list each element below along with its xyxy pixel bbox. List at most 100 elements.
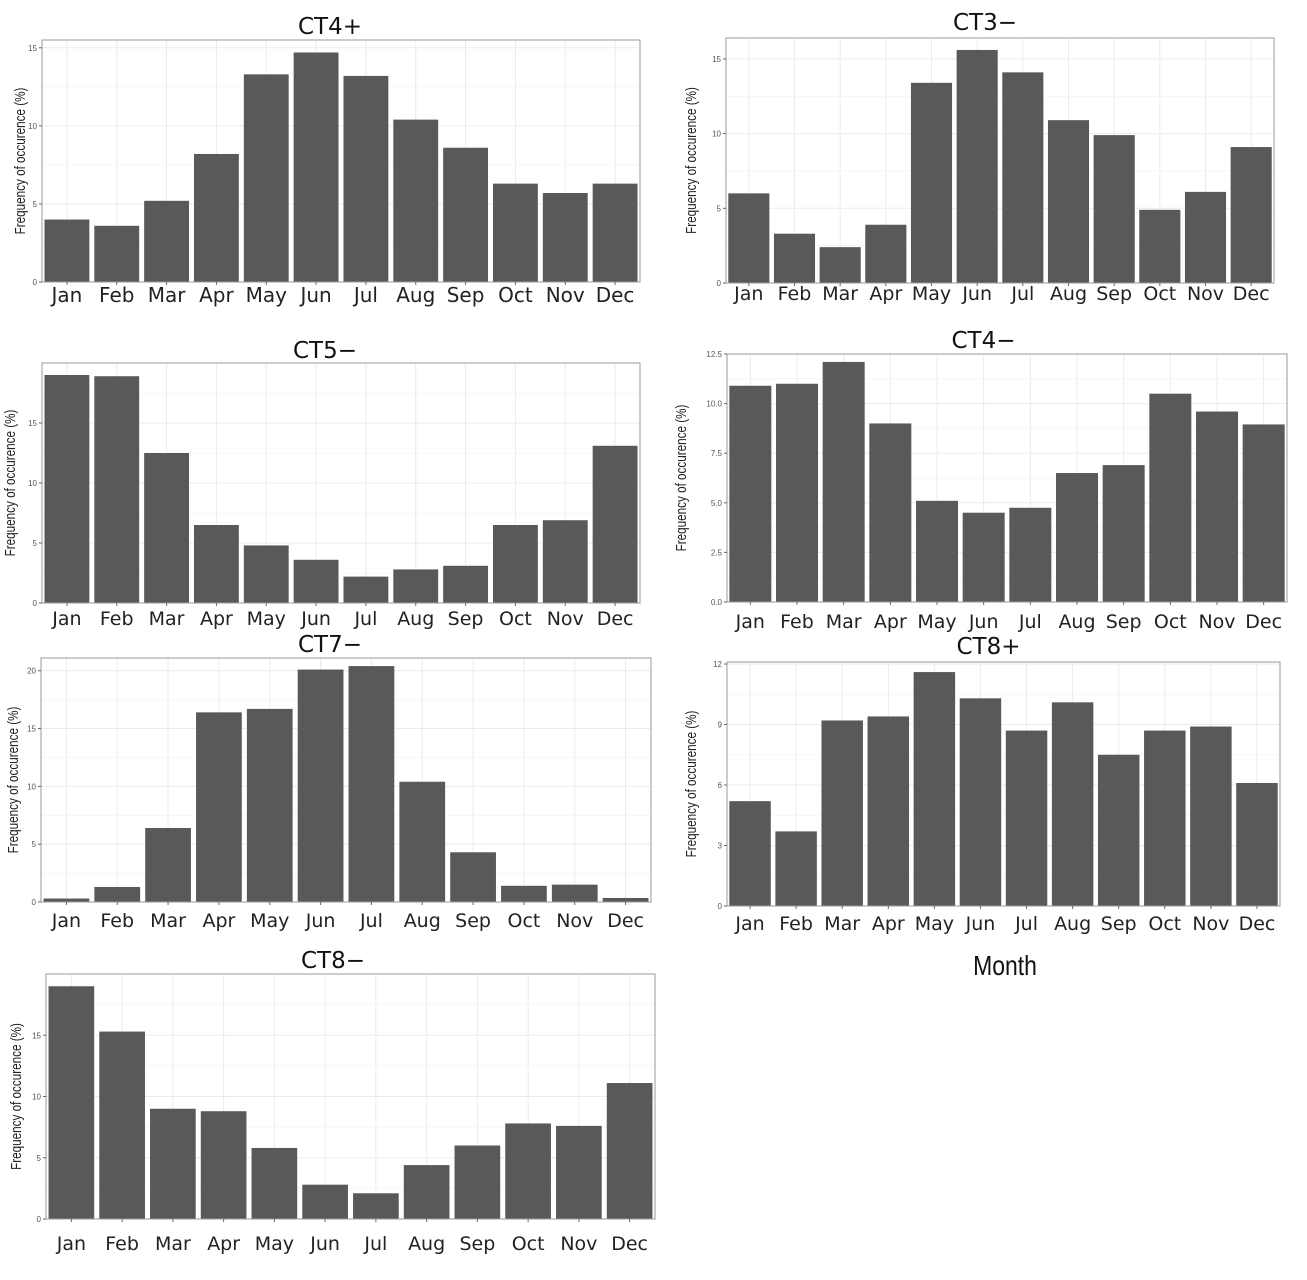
y-tick-label: 10 bbox=[28, 479, 37, 488]
bar-mar bbox=[150, 1108, 196, 1219]
y-tick-label: 9 bbox=[718, 721, 723, 730]
bar-dec bbox=[592, 445, 638, 603]
x-tick-label-nov: Nov bbox=[1187, 283, 1224, 305]
bar-mar bbox=[821, 720, 863, 906]
plot-frame bbox=[40, 657, 652, 903]
x-tick-label-sep: Sep bbox=[448, 608, 484, 630]
chart-panel-ct4plus: CT4+ 0 5 10 15 Jan Feb Mar Apr May Jun Jul Aug Sep Oc… bbox=[10, 12, 650, 322]
x-tick-label-jul: Jul bbox=[1014, 913, 1038, 935]
plot-frame bbox=[41, 39, 641, 283]
x-tick-label-jul: Jul bbox=[359, 910, 383, 932]
x-tick-label-oct: Oct bbox=[1154, 611, 1187, 633]
x-tick-label-dec: Dec bbox=[611, 1233, 648, 1255]
x-tick-label-jul: Jul bbox=[353, 608, 377, 630]
x-tick-label-jan: Jan bbox=[56, 1233, 86, 1255]
x-tick-label-jul: Jul bbox=[352, 283, 378, 307]
x-tick-label-dec: Dec bbox=[1239, 913, 1276, 935]
x-tick-label-sep: Sep bbox=[1096, 283, 1132, 305]
chart-title: CT4+ bbox=[297, 14, 362, 40]
x-tick-label-aug: Aug bbox=[1050, 283, 1087, 305]
bar-mar bbox=[145, 827, 191, 902]
x-tick-label-mar: Mar bbox=[824, 913, 860, 935]
bar-jun bbox=[302, 1184, 348, 1219]
bar-may bbox=[243, 74, 289, 282]
x-tick-label-nov: Nov bbox=[1198, 611, 1235, 633]
plot-background bbox=[727, 662, 1280, 906]
x-tick-label-feb: Feb bbox=[779, 913, 813, 935]
bar-jun bbox=[293, 52, 339, 282]
y-tick-label: 0.0 bbox=[711, 598, 723, 607]
x-tick-label-feb: Feb bbox=[99, 283, 134, 307]
x-tick-label-dec: Dec bbox=[1245, 611, 1282, 633]
chart-title: CT8− bbox=[300, 948, 365, 974]
bar-jul bbox=[343, 75, 389, 283]
y-tick-label: 6 bbox=[718, 781, 723, 790]
x-tick-label-jun: Jun bbox=[298, 283, 331, 307]
bar-jul bbox=[353, 1193, 399, 1219]
y-axis-label: Frequency of occurence (%) bbox=[8, 1023, 25, 1170]
y-tick-label: 5.0 bbox=[711, 499, 723, 508]
bar-oct bbox=[1149, 393, 1192, 602]
bar-jan bbox=[48, 986, 95, 1219]
plot-background bbox=[726, 38, 1274, 283]
y-tick-label: 0 bbox=[37, 1215, 42, 1224]
x-tick-label-jul: Jul bbox=[1010, 283, 1034, 305]
bar-oct bbox=[1139, 209, 1181, 283]
y-tick-label: 0 bbox=[33, 599, 38, 608]
x-tick-label-oct: Oct bbox=[498, 283, 533, 307]
bar-nov bbox=[1184, 191, 1227, 283]
bar-apr bbox=[867, 716, 910, 906]
bar-feb bbox=[99, 1031, 145, 1219]
y-tick-label: 10 bbox=[712, 130, 721, 139]
x-tick-label-jan: Jan bbox=[734, 913, 764, 935]
x-tick-label-feb: Feb bbox=[100, 608, 134, 630]
y-tick-label: 12.5 bbox=[706, 350, 722, 359]
y-tick-label: 5 bbox=[717, 204, 722, 213]
bar-jan bbox=[729, 385, 772, 602]
chart-panel-ct3minus: CT3− 0 5 10 15 Jan Feb Mar Apr May Jun Jul Aug Sep Oc… bbox=[680, 10, 1290, 320]
x-tick-label-aug: Aug bbox=[404, 910, 441, 932]
y-tick-label: 10.0 bbox=[706, 400, 722, 409]
y-tick-label: 7.5 bbox=[711, 449, 723, 458]
x-tick-label-apr: Apr bbox=[202, 910, 235, 932]
bar-mar bbox=[144, 453, 190, 603]
chart-title: CT7− bbox=[297, 632, 362, 658]
plot-frame bbox=[726, 661, 1281, 907]
x-tick-label-sep: Sep bbox=[1101, 913, 1137, 935]
chart-plot: 0 3 6 9 12 Jan Feb Mar Apr May Jun Jul Aug Sep Oct Nov D… bbox=[683, 660, 1281, 935]
bar-may bbox=[246, 708, 293, 902]
y-tick-label: 5 bbox=[37, 1154, 42, 1163]
bar-jan bbox=[729, 801, 771, 906]
bar-jan bbox=[44, 375, 90, 603]
chart-plot: 0 5 10 15 Jan Feb Mar Apr May Jun Jul Aug Sep Oct Nov D… bbox=[2, 362, 641, 630]
bar-jan bbox=[728, 193, 770, 283]
bar-nov bbox=[542, 193, 588, 282]
plot-background bbox=[42, 40, 640, 282]
y-tick-label: 2.5 bbox=[711, 548, 723, 557]
bar-apr bbox=[193, 525, 239, 603]
bar-oct bbox=[1144, 730, 1186, 906]
plot-frame bbox=[726, 353, 1288, 603]
bar-mar bbox=[819, 247, 861, 283]
x-tick-label-jan: Jan bbox=[49, 283, 82, 307]
bar-sep bbox=[1102, 465, 1145, 602]
x-tick-label-feb: Feb bbox=[778, 283, 812, 305]
chart-panel-ct7minus: CT7− 0 5 10 15 20 Jan Feb Mar Apr May Jun Jul Aug Sep… bbox=[0, 632, 660, 937]
x-tick-label-sep: Sep bbox=[447, 283, 485, 307]
x-tick-label-oct: Oct bbox=[507, 910, 540, 932]
bar-may bbox=[910, 82, 953, 283]
bar-jan bbox=[43, 898, 90, 902]
y-tick-label: 15 bbox=[28, 44, 37, 53]
bar-sep bbox=[1097, 754, 1140, 906]
bar-apr bbox=[200, 1111, 247, 1219]
x-tick-label-oct: Oct bbox=[1143, 283, 1176, 305]
x-tick-label-may: May bbox=[915, 913, 954, 935]
x-tick-label-mar: Mar bbox=[155, 1233, 191, 1255]
bar-may bbox=[243, 545, 289, 603]
x-tick-label-mar: Mar bbox=[150, 910, 186, 932]
bar-dec bbox=[1236, 782, 1278, 906]
x-tick-label-feb: Feb bbox=[105, 1233, 139, 1255]
bar-oct bbox=[492, 525, 538, 603]
x-tick-label-dec: Dec bbox=[607, 910, 644, 932]
y-tick-label: 5 bbox=[33, 200, 38, 209]
